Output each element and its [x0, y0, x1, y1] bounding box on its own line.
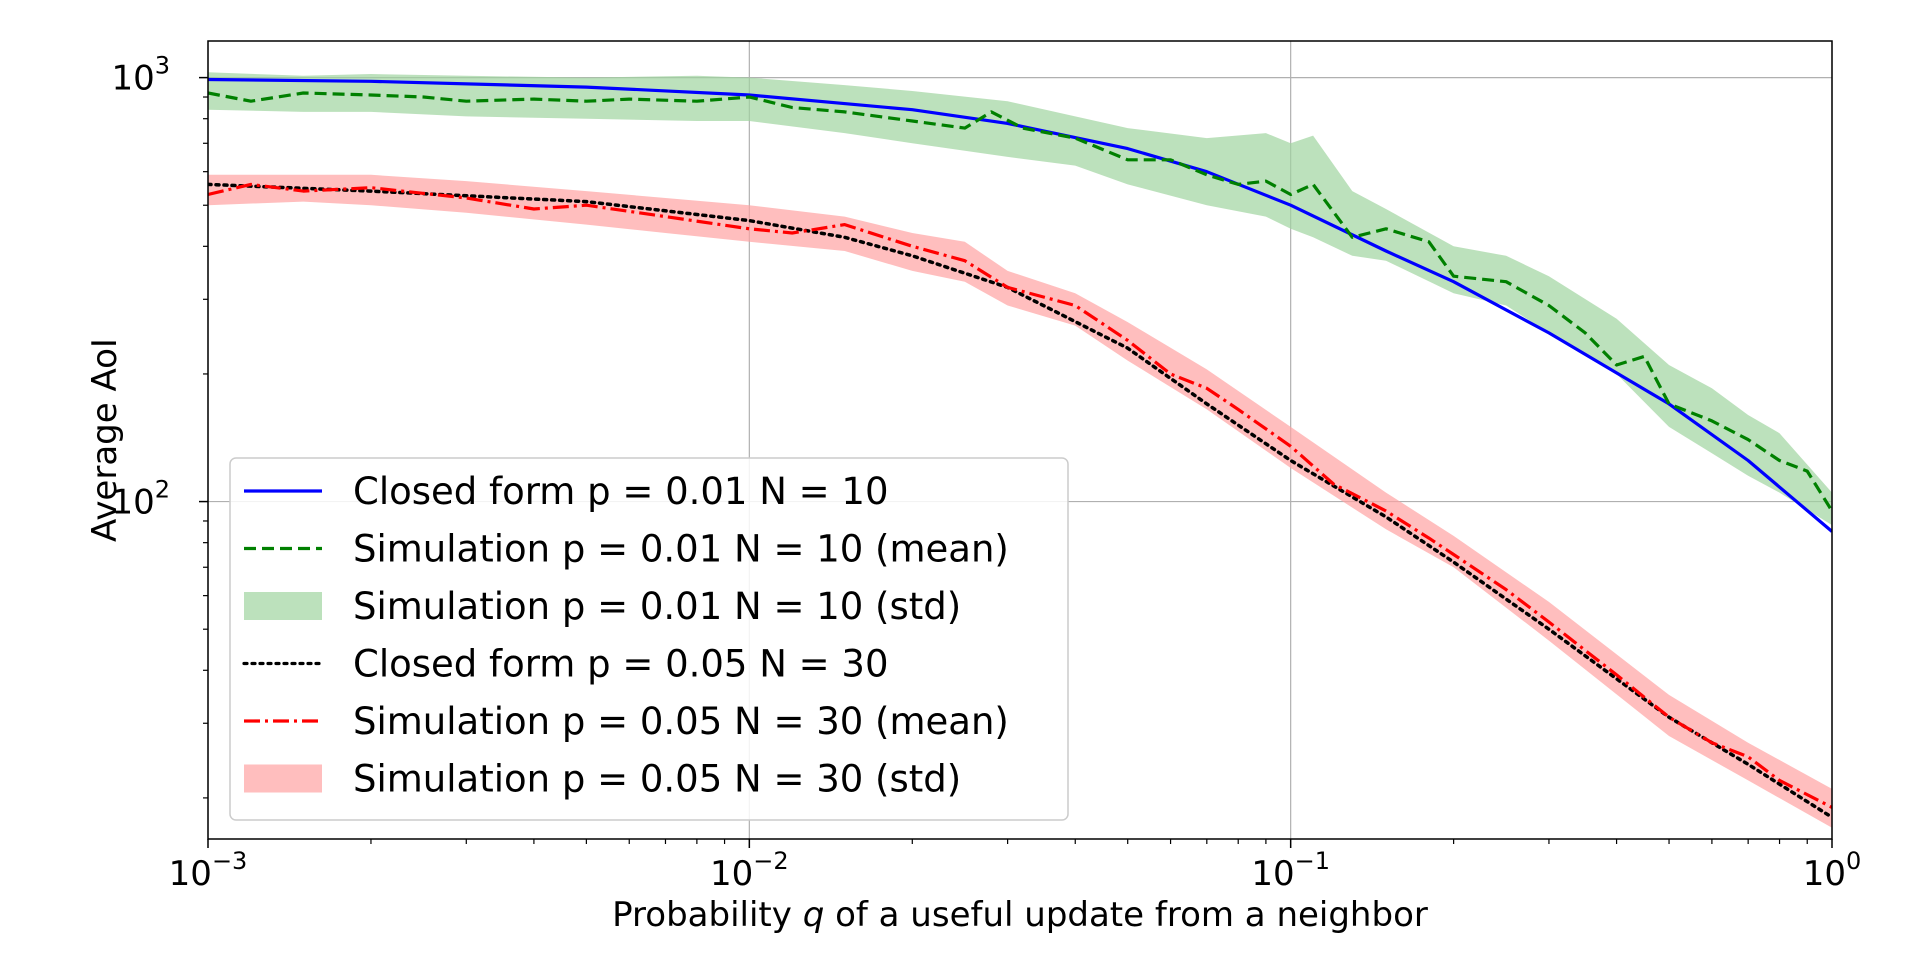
- svg-text:100: 100: [1803, 847, 1862, 894]
- series-0-line: [208, 77, 1832, 533]
- svg-text:10−2: 10−2: [710, 847, 789, 894]
- svg-text:10−3: 10−3: [169, 847, 248, 894]
- series-2-std-band: [208, 72, 1832, 526]
- legend-label: Closed form p = 0.01 N = 10: [353, 470, 889, 513]
- std-bands: [208, 72, 1832, 828]
- x-tick-label: 100: [1803, 847, 1862, 894]
- legend-item: Simulation p = 0.05 N = 30 (mean): [244, 700, 1009, 743]
- legend-box: [229, 457, 1069, 821]
- legend-item: Simulation p = 0.01 N = 10 (std): [244, 585, 961, 628]
- legend-label: Simulation p = 0.05 N = 30 (mean): [353, 700, 1009, 743]
- svg-text:10−1: 10−1: [1251, 847, 1330, 894]
- legend-item: Closed form p = 0.05 N = 30: [242, 643, 889, 686]
- y-tick-label: 102: [111, 476, 170, 523]
- x-axis-label: Probability q of a useful update from a …: [612, 895, 1428, 935]
- legend-item: Simulation p = 0.05 N = 30 (std): [244, 758, 961, 801]
- legend-label: Simulation p = 0.05 N = 30 (std): [353, 758, 961, 801]
- legend: Closed form p = 0.01 N = 10 Simulation p …: [229, 457, 1069, 821]
- series-5-std-band: [208, 174, 1832, 828]
- x-tick-label: 10−3: [169, 847, 248, 894]
- legend-swatch: [244, 592, 322, 620]
- legend-swatch: [244, 764, 322, 793]
- x-tick-label: 10−1: [1251, 847, 1330, 894]
- series-4-line: [208, 182, 1832, 809]
- series-1-line: [208, 91, 1832, 512]
- legend-label: Simulation p = 0.01 N = 10 (std): [353, 585, 961, 628]
- x-tick-labels: 10−3 10−2 10−1 100: [169, 839, 1862, 894]
- series-lines: [208, 77, 1832, 820]
- svg-text:102: 102: [111, 476, 170, 523]
- plot-frame: [207, 40, 1833, 840]
- series-3-line: [208, 182, 1832, 820]
- legend-label: Closed form p = 0.05 N = 30: [353, 643, 889, 686]
- legend-item: Closed form p = 0.01 N = 10: [244, 470, 889, 513]
- y-axis-label: Average AoI: [85, 338, 125, 542]
- y-tick-label: 103: [111, 52, 170, 99]
- y-tick-labels: 102 103: [111, 52, 208, 799]
- legend-label: Simulation p = 0.01 N = 10 (mean): [353, 528, 1009, 571]
- legend-item: Simulation p = 0.01 N = 10 (mean): [244, 528, 1009, 571]
- svg-text:103: 103: [111, 52, 170, 99]
- x-tick-label: 10−2: [710, 847, 789, 894]
